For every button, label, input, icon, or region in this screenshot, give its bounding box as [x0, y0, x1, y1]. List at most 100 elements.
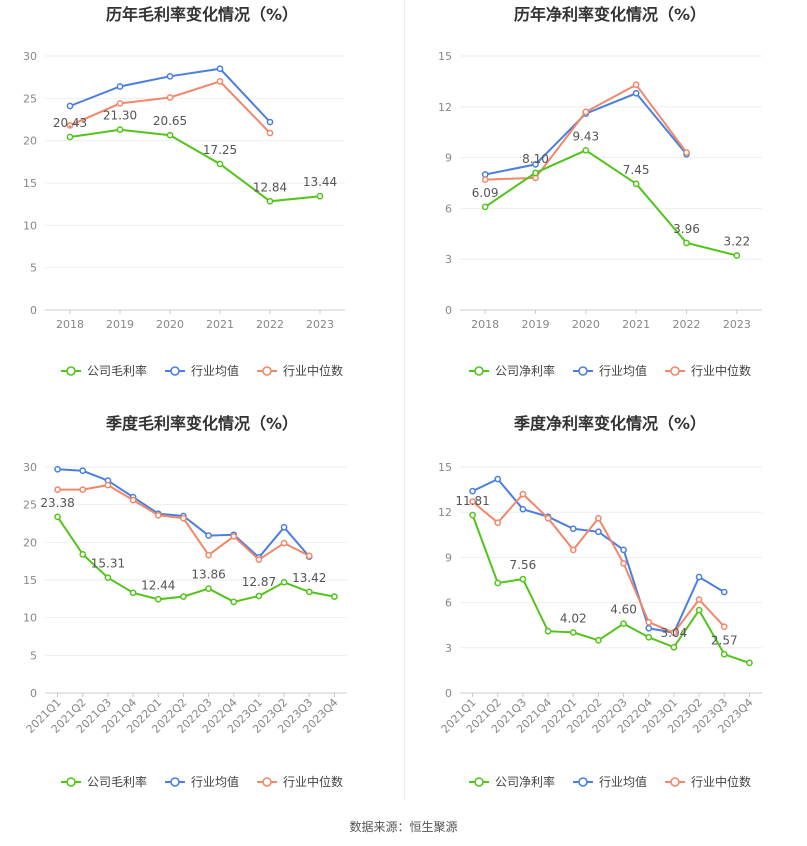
y-tick-label: 0 [445, 687, 452, 700]
chart-panel-1: 历年毛利率变化情况（%） 0 5 10 15 20 25 30 2018 2019 2020 2021… [23, 5, 345, 378]
legend-label: 公司毛利率 [87, 363, 147, 378]
data-point [569, 629, 577, 636]
legend-item-1: 公司毛利率 [61, 774, 147, 789]
data-point [54, 465, 61, 473]
legend-marker [670, 777, 680, 787]
data-point [104, 574, 112, 582]
data-point [166, 94, 174, 101]
data-label: 7.45 [623, 163, 650, 177]
data-point [129, 589, 137, 597]
data-point [280, 578, 288, 586]
y-tick-label: 3 [445, 642, 452, 655]
series-line-1 [484, 149, 738, 257]
y-tick-label: 15 [23, 574, 37, 587]
legend: 公司毛利率 行业均值 行业中位数 [61, 363, 343, 378]
data-point [54, 513, 61, 521]
legend-item-2: 行业均值 [165, 363, 239, 378]
data-point [695, 596, 703, 603]
data-point [620, 560, 627, 567]
data-point [645, 624, 653, 632]
data-label: 15.31 [91, 557, 125, 571]
legend-item-1: 公司净利率 [469, 774, 555, 789]
x-tick-label: 2021 [622, 318, 650, 331]
chart-title: 季度毛利率变化情况（%） [105, 414, 298, 433]
data-point [645, 618, 653, 626]
data-point [733, 252, 741, 259]
y-tick-label: 25 [23, 92, 37, 105]
legend-label: 行业均值 [599, 363, 647, 378]
data-point [582, 108, 590, 116]
legend-item-3: 行业中位数 [257, 363, 343, 378]
data-label: 4.60 [610, 603, 637, 617]
y-tick-label: 3 [445, 253, 452, 266]
chart-panel-2: 历年净利率变化情况（%） 0 3 6 9 12 15 2018 2019 2020 2021 2022… [438, 5, 762, 378]
y-tick-label: 5 [30, 649, 37, 662]
x-tick-label: 2019 [106, 318, 134, 331]
legend-marker [578, 777, 588, 787]
data-point [720, 650, 728, 658]
data-point [205, 532, 212, 539]
legend-label: 行业中位数 [691, 363, 751, 378]
y-tick-label: 15 [23, 177, 37, 190]
data-point [280, 523, 288, 531]
y-tick-label: 15 [438, 461, 452, 474]
data-point [280, 539, 288, 547]
chart-panel-3: 季度毛利率变化情况（%）0510152025302021Q12021Q22021… [23, 414, 347, 789]
legend-marker [262, 777, 272, 787]
legend-marker [262, 366, 272, 376]
data-point [632, 180, 640, 188]
x-tick-label: 2020 [572, 318, 600, 331]
data-point [595, 636, 602, 644]
data-point [205, 551, 212, 559]
x-tick-label: 2021 [206, 318, 234, 331]
legend-marker [66, 777, 76, 787]
data-point [695, 573, 703, 581]
data-label: 12.87 [242, 575, 276, 589]
data-point [66, 133, 74, 141]
y-tick-label: 20 [23, 536, 37, 549]
series-line-3 [57, 484, 310, 561]
legend: 公司净利率 行业均值 行业中位数 [469, 774, 751, 789]
data-point [519, 505, 527, 513]
legend-marker [170, 777, 180, 787]
x-tick-label: 2018 [56, 318, 84, 331]
y-tick-label: 20 [23, 135, 37, 148]
data-point [569, 525, 577, 533]
data-point [154, 511, 162, 519]
series-line-1 [56, 516, 335, 603]
y-tick-label: 9 [445, 152, 452, 165]
data-point [469, 511, 476, 519]
data-point [595, 528, 602, 536]
data-point [331, 593, 338, 600]
data-point [166, 72, 174, 80]
data-point [79, 486, 87, 493]
legend-label: 行业均值 [599, 774, 647, 789]
data-point [230, 532, 238, 540]
data-point [620, 620, 627, 628]
legend: 公司净利率 行业均值 行业中位数 [469, 363, 751, 378]
data-point [116, 126, 124, 134]
legend-label: 行业均值 [191, 363, 239, 378]
data-label: 6.09 [472, 186, 499, 200]
data-label: 8.10 [522, 152, 549, 166]
y-tick-label: 10 [23, 219, 37, 232]
legend-label: 行业均值 [191, 774, 239, 789]
y-tick-label: 6 [445, 202, 452, 215]
data-label: 4.02 [560, 611, 587, 625]
legend-item-2: 行业均值 [165, 774, 239, 789]
data-label: 3.04 [661, 626, 688, 640]
data-point [532, 169, 539, 177]
data-label: 3.96 [673, 222, 700, 236]
legend-item-3: 行业中位数 [665, 363, 751, 378]
data-point [129, 496, 137, 504]
data-point [79, 467, 87, 475]
legend: 公司毛利率 行业均值 行业中位数 [61, 774, 343, 789]
data-point [519, 575, 527, 583]
legend-label: 行业中位数 [283, 774, 343, 789]
data-point [216, 65, 224, 73]
y-tick-label: 9 [445, 551, 452, 564]
legend-marker [670, 366, 680, 376]
data-point [595, 514, 602, 522]
data-label: 13.44 [303, 175, 337, 189]
data-point [544, 627, 552, 635]
